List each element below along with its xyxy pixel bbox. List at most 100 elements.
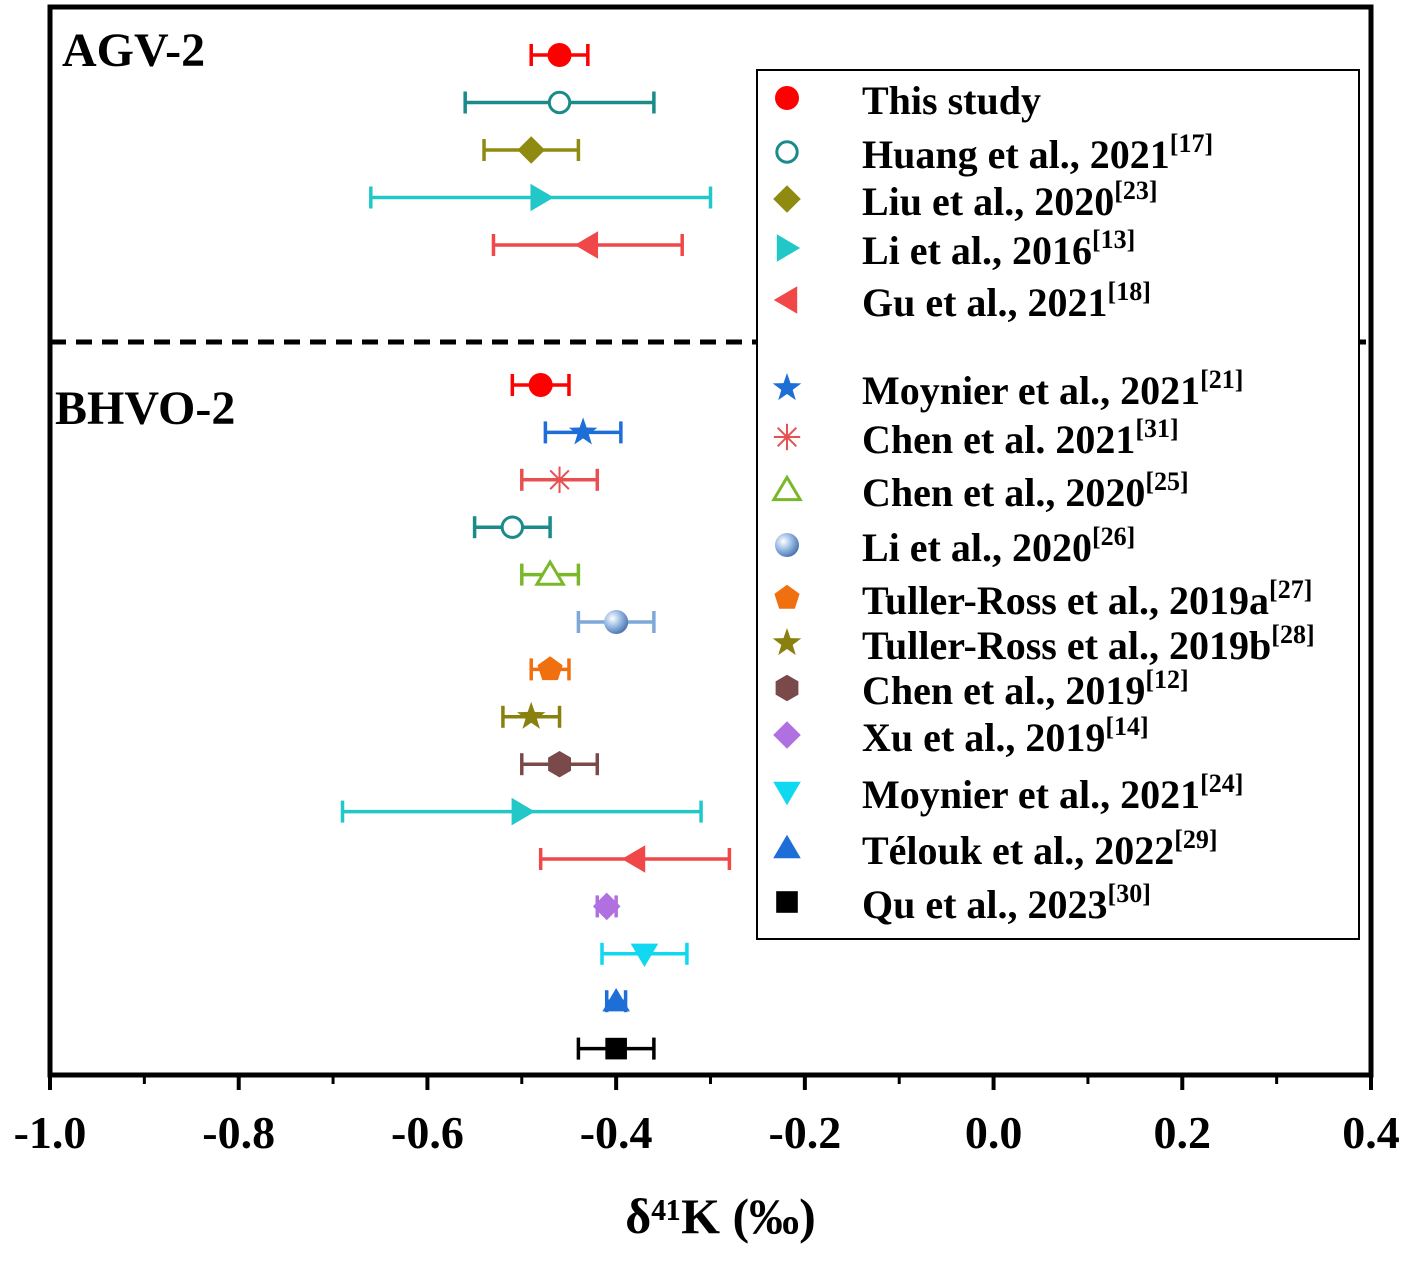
legend-marker [773, 423, 801, 451]
data-point [472, 515, 552, 539]
data-point [529, 656, 571, 681]
legend-label: Xu et al., 2019[14] [862, 712, 1149, 760]
x-tick-label: -0.6 [391, 1107, 464, 1158]
legend-label: Gu et al., 2021[18] [862, 277, 1151, 325]
legend-item: Moynier et al., 2021[21] [772, 365, 1243, 413]
legend-label: Chen et al., 2019[12] [862, 665, 1189, 713]
legend-marker [772, 628, 802, 656]
data-point [576, 610, 656, 634]
legend-label: Liu et al., 2020[23] [862, 176, 1158, 224]
legend-label: Chen et al., 2020[25] [862, 467, 1189, 515]
legend-label: Li et al., 2020[26] [862, 522, 1135, 570]
data-marker [630, 943, 659, 967]
data-marker [547, 43, 572, 67]
legend-item: Li et al., 2020[26] [775, 522, 1135, 570]
legend-label: Huang et al., 2021[17] [862, 129, 1213, 177]
legend-label: Moynier et al., 2021[24] [862, 769, 1243, 817]
legend-label: Tuller-Ross et al., 2019a[27] [862, 575, 1312, 623]
data-point [482, 136, 581, 164]
data-marker [602, 988, 630, 1012]
legend-item: Huang et al., 2021[17] [775, 129, 1213, 177]
legend-item: Xu et al., 2019[14] [773, 712, 1149, 760]
legend-item: Tuller-Ross et al., 2019b[28] [772, 620, 1315, 668]
data-point [576, 1037, 656, 1060]
legend-marker [773, 834, 801, 859]
x-tick-label: -1.0 [14, 1107, 87, 1158]
data-marker [528, 373, 553, 397]
data-point [602, 988, 630, 1013]
legend-marker [773, 721, 801, 749]
legend-marker [771, 474, 803, 502]
legend-marker [775, 86, 799, 110]
x-tick-label: -0.4 [580, 1107, 653, 1158]
data-point [520, 751, 600, 778]
data-point [501, 701, 562, 729]
data-marker [530, 183, 554, 212]
data-marker [574, 231, 599, 259]
data-marker [500, 515, 525, 539]
x-tick-label: 0.0 [965, 1107, 1023, 1158]
legend-marker [773, 286, 798, 314]
panel-label: AGV-2 [62, 24, 205, 77]
legend-item: Li et al., 2016[13] [776, 225, 1135, 273]
legend-marker [776, 891, 798, 913]
legend-marker [776, 234, 801, 262]
data-point [463, 90, 656, 115]
legend-marker [775, 674, 799, 702]
data-point [543, 417, 623, 445]
data-point [592, 892, 621, 921]
legend-marker [772, 373, 802, 401]
data-marker [568, 417, 598, 445]
data-marker [546, 466, 573, 493]
data-marker [517, 701, 546, 729]
data-marker [621, 845, 646, 873]
data-point [369, 183, 713, 212]
data-marker [537, 656, 563, 681]
legend-label: Qu et al., 2023[30] [862, 879, 1151, 927]
legend: This study Huang et al., 2021[17]Liu et a… [756, 69, 1360, 940]
legend-item: This study [775, 78, 1041, 123]
data-point [538, 845, 732, 873]
legend-item: Moynier et al., 2021[24] [773, 769, 1243, 817]
legend-item: Télouk et al., 2022[29] [773, 825, 1218, 873]
data-marker [511, 797, 535, 826]
legend-item: Chen et al., 2019[12] [775, 665, 1189, 713]
legend-label: Moynier et al., 2021[21] [862, 365, 1243, 413]
legend-marker [774, 584, 800, 609]
legend-item: Tuller-Ross et al., 2019a[27] [774, 575, 1312, 623]
x-tick-label: -0.8 [202, 1107, 275, 1158]
data-point [491, 231, 684, 259]
data-point [520, 559, 581, 586]
legend-box [756, 69, 1360, 940]
data-marker [592, 892, 621, 921]
legend-marker [775, 533, 799, 557]
data-point [520, 466, 600, 493]
legend-item: Chen et al., 2020[25] [771, 467, 1189, 515]
data-point [529, 43, 590, 67]
legend-label: Chen et al. 2021[31] [862, 414, 1179, 462]
x-tick-label: 0.2 [1154, 1107, 1212, 1158]
x-axis-label: δ⁴¹K (‰) [625, 1188, 816, 1244]
data-point [340, 797, 703, 826]
data-marker [517, 136, 546, 164]
legend-item: Gu et al., 2021[18] [773, 277, 1151, 325]
data-marker [605, 1037, 627, 1060]
data-point [510, 373, 571, 397]
legend-item: Liu et al., 2020[23] [773, 176, 1158, 224]
data-point [600, 942, 689, 967]
x-tick-label: 0.4 [1342, 1107, 1400, 1158]
data-marker [534, 559, 566, 586]
legend-label: Tuller-Ross et al., 2019b[28] [862, 620, 1315, 668]
x-tick-label: -0.2 [768, 1107, 841, 1158]
legend-marker [773, 185, 801, 213]
legend-marker [775, 140, 799, 164]
legend-label: Télouk et al., 2022[29] [862, 825, 1218, 873]
data-marker [547, 90, 572, 115]
legend-label: This study [862, 78, 1041, 123]
panel-label: BHVO-2 [55, 382, 235, 435]
legend-item: Chen et al. 2021[31] [773, 414, 1179, 462]
legend-label: Li et al., 2016[13] [862, 225, 1135, 273]
legend-marker [773, 781, 801, 806]
